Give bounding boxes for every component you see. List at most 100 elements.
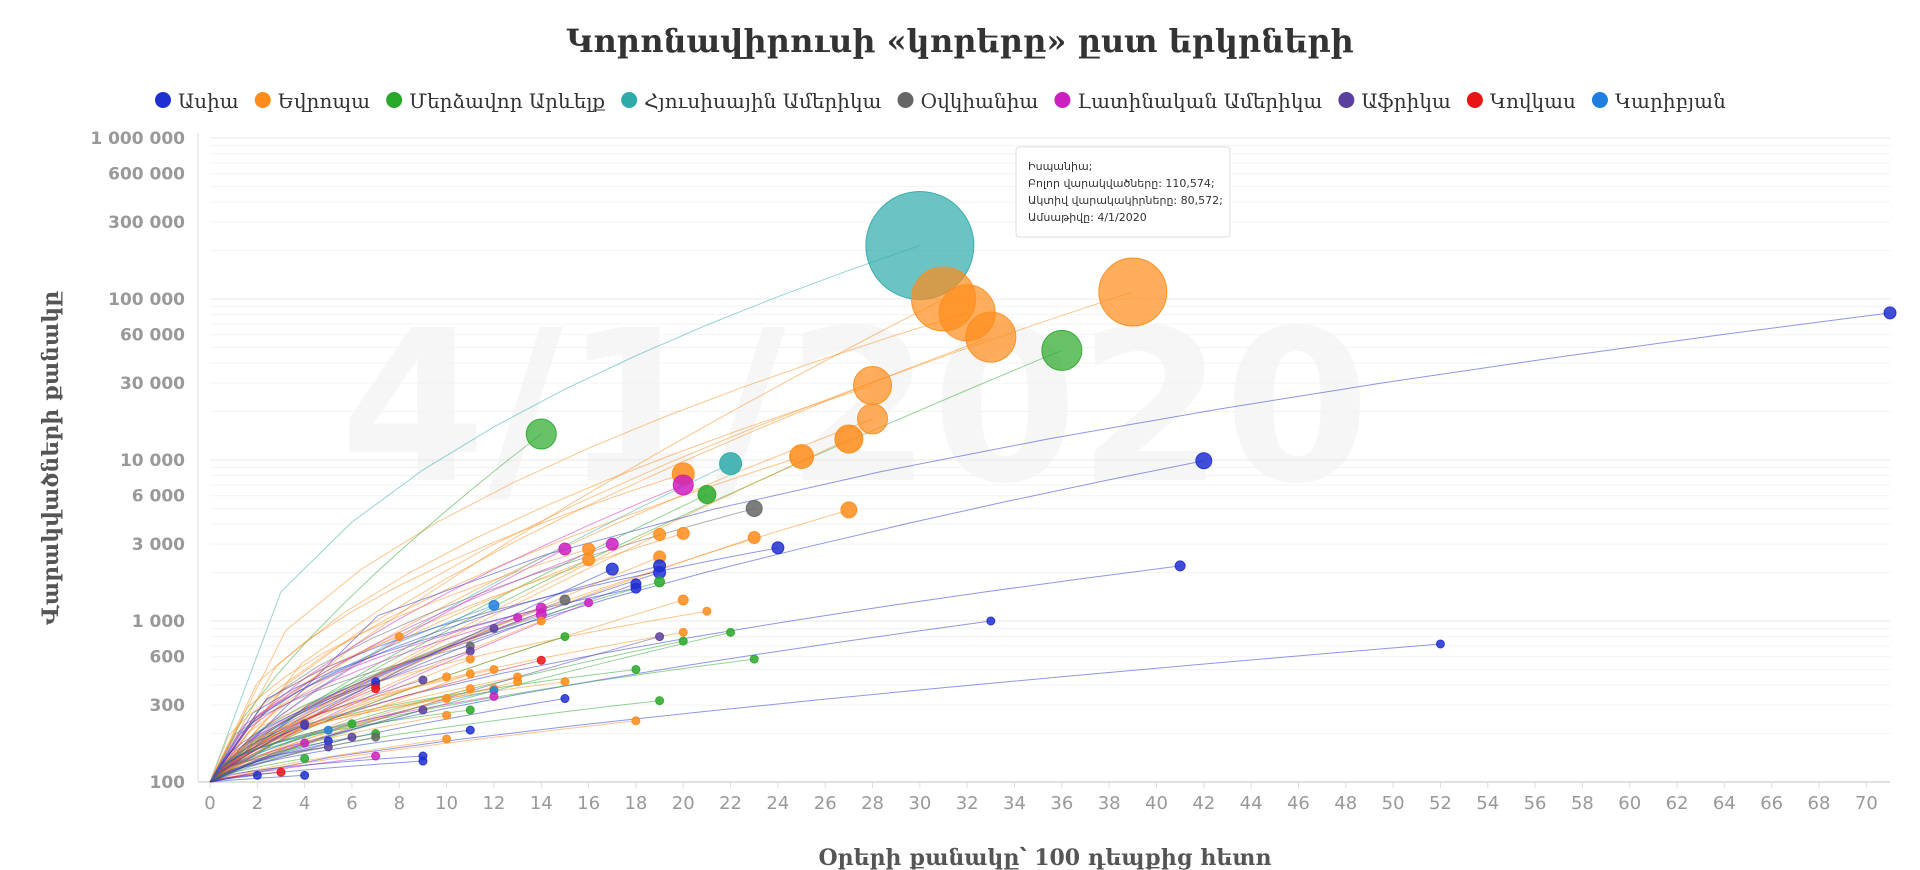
country-bubble-30[interactable] bbox=[605, 562, 619, 576]
legend-label-6[interactable]: Աֆրիկա bbox=[1361, 89, 1451, 113]
legend-marker-2[interactable] bbox=[386, 92, 403, 108]
country-bubble-97[interactable] bbox=[276, 767, 286, 777]
legend-label-5[interactable]: Լատինական Ամերիկա bbox=[1077, 89, 1322, 113]
country-bubble-53[interactable] bbox=[488, 599, 500, 611]
country-bubble-93[interactable] bbox=[371, 751, 381, 761]
country-bubble-84[interactable] bbox=[371, 732, 381, 742]
legend-label-3[interactable]: Հյուսիսային Ամերիկա bbox=[644, 89, 881, 113]
country-bubble-80[interactable] bbox=[347, 719, 357, 729]
country-bubble-67[interactable] bbox=[418, 675, 428, 685]
country-bubble-18[interactable] bbox=[840, 501, 858, 519]
country-bubble-33[interactable] bbox=[630, 582, 642, 594]
legend-marker-0[interactable] bbox=[155, 92, 171, 108]
legend-marker-4[interactable] bbox=[897, 92, 914, 108]
country-bubble-92[interactable] bbox=[300, 753, 310, 763]
country-bubble-36[interactable] bbox=[702, 606, 712, 616]
country-bubble-39[interactable] bbox=[678, 627, 688, 637]
country-bubble-31[interactable] bbox=[1174, 560, 1186, 572]
country-bubble-61[interactable] bbox=[489, 664, 499, 674]
country-bubbles[interactable] bbox=[252, 190, 1897, 780]
country-bubble-62[interactable] bbox=[442, 672, 452, 682]
country-bubble-43[interactable] bbox=[1435, 639, 1445, 649]
country-bubble-52[interactable] bbox=[584, 598, 594, 608]
country-bubble-86[interactable] bbox=[300, 738, 310, 748]
legend-marker-6[interactable] bbox=[1338, 92, 1355, 108]
country-bubble-77[interactable] bbox=[465, 705, 475, 715]
country-bubble-76[interactable] bbox=[371, 684, 381, 694]
country-bubble-57[interactable] bbox=[560, 632, 570, 642]
country-bubble-23[interactable] bbox=[605, 537, 619, 551]
legend-marker-3[interactable] bbox=[621, 92, 638, 108]
country-bubble-91[interactable] bbox=[323, 725, 333, 735]
country-bubble-56[interactable] bbox=[465, 646, 475, 656]
y-tick-label: 300 000 bbox=[108, 213, 185, 233]
country-bubble-44[interactable] bbox=[631, 664, 641, 674]
country-bubble-60[interactable] bbox=[465, 654, 475, 664]
country-bubble-96[interactable] bbox=[300, 770, 310, 780]
country-bubble-82[interactable] bbox=[300, 719, 310, 729]
country-bubble-11[interactable] bbox=[1883, 306, 1897, 320]
country-bubble-66[interactable] bbox=[560, 677, 570, 687]
country-bubble-95[interactable] bbox=[418, 756, 428, 766]
country-bubble-17[interactable] bbox=[745, 499, 763, 517]
trajectory-line bbox=[209, 700, 660, 783]
country-bubble-50[interactable] bbox=[513, 613, 523, 623]
country-bubble-41[interactable] bbox=[655, 632, 665, 642]
country-bubble-26[interactable] bbox=[582, 553, 596, 567]
country-bubble-6[interactable] bbox=[853, 366, 893, 406]
legend-label-1[interactable]: Եվրոպա bbox=[278, 89, 370, 113]
country-bubble-1[interactable] bbox=[1098, 257, 1168, 327]
country-bubble-78[interactable] bbox=[442, 710, 452, 720]
country-bubble-34[interactable] bbox=[654, 576, 666, 588]
legend-marker-8[interactable] bbox=[1591, 92, 1608, 108]
country-bubble-72[interactable] bbox=[489, 691, 499, 701]
country-bubble-15[interactable] bbox=[672, 474, 694, 496]
legend-marker-1[interactable] bbox=[254, 92, 271, 108]
legend-label-8[interactable]: Կարիբյան bbox=[1615, 89, 1726, 113]
country-bubble-38[interactable] bbox=[726, 627, 736, 637]
country-bubble-46[interactable] bbox=[631, 716, 641, 726]
country-bubble-51[interactable] bbox=[559, 594, 571, 606]
country-bubble-63[interactable] bbox=[465, 669, 475, 679]
country-bubble-49[interactable] bbox=[536, 616, 546, 626]
country-bubble-20[interactable] bbox=[676, 526, 690, 540]
legend-label-0[interactable]: Ասիա bbox=[178, 89, 239, 113]
country-bubble-24[interactable] bbox=[558, 542, 572, 556]
country-bubble-25[interactable] bbox=[582, 542, 596, 556]
country-bubble-54[interactable] bbox=[489, 623, 499, 633]
country-bubble-16[interactable] bbox=[697, 485, 717, 505]
legend-label-2[interactable]: Մերձավոր Արևելք bbox=[409, 89, 605, 113]
country-bubble-7[interactable] bbox=[857, 403, 889, 435]
country-bubble-10[interactable] bbox=[525, 418, 557, 450]
country-bubble-73[interactable] bbox=[560, 694, 570, 704]
country-bubble-8[interactable] bbox=[834, 424, 864, 454]
country-bubble-40[interactable] bbox=[678, 636, 688, 646]
country-bubble-58[interactable] bbox=[394, 632, 404, 642]
country-bubble-68[interactable] bbox=[465, 684, 475, 694]
country-bubble-71[interactable] bbox=[442, 694, 452, 704]
country-bubble-88[interactable] bbox=[323, 742, 333, 752]
country-bubble-89[interactable] bbox=[465, 725, 475, 735]
legend-label-7[interactable]: Կովկաս bbox=[1490, 89, 1576, 113]
country-bubble-12[interactable] bbox=[1195, 452, 1213, 470]
country-bubble-85[interactable] bbox=[347, 732, 357, 742]
country-bubble-37[interactable] bbox=[986, 616, 996, 626]
legend-marker-7[interactable] bbox=[1466, 92, 1483, 108]
country-bubble-90[interactable] bbox=[442, 734, 452, 744]
country-bubble-35[interactable] bbox=[677, 594, 689, 606]
country-bubble-19[interactable] bbox=[653, 527, 667, 541]
legend-marker-5[interactable] bbox=[1054, 92, 1071, 108]
country-bubble-79[interactable] bbox=[418, 705, 428, 715]
country-bubble-5[interactable] bbox=[1041, 329, 1083, 371]
country-bubble-98[interactable] bbox=[252, 770, 262, 780]
country-bubble-45[interactable] bbox=[655, 696, 665, 706]
country-bubble-59[interactable] bbox=[536, 655, 546, 665]
country-bubble-21[interactable] bbox=[747, 531, 761, 545]
country-bubble-42[interactable] bbox=[749, 654, 759, 664]
country-bubble-9[interactable] bbox=[789, 444, 815, 470]
country-bubble-13[interactable] bbox=[719, 452, 743, 476]
country-bubble-65[interactable] bbox=[513, 677, 523, 687]
country-bubble-22[interactable] bbox=[771, 541, 785, 555]
legend-label-4[interactable]: Օվկիանիա bbox=[921, 89, 1039, 113]
country-bubble-4[interactable] bbox=[965, 311, 1017, 363]
